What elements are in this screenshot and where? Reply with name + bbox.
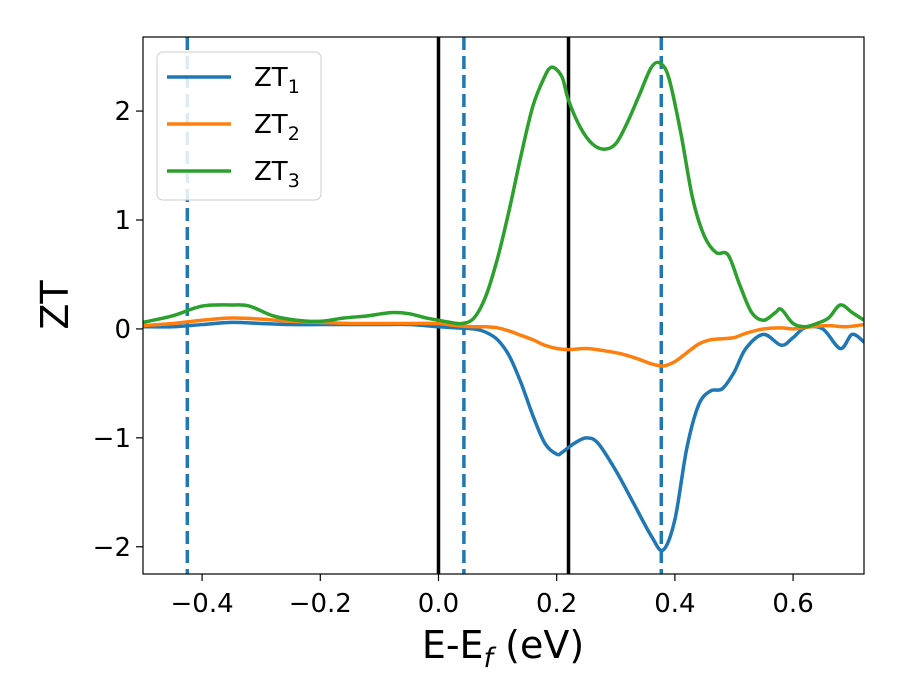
legend: ZT1 ZT2 ZT3 <box>156 51 322 201</box>
plot-frame <box>142 36 865 575</box>
y-tick-label: 1 <box>114 206 131 236</box>
x-tick-label: 0.2 <box>536 589 577 619</box>
y-axis-ticks: −2 −1 0 1 2 <box>93 97 143 563</box>
y-axis-label: ZT <box>33 280 77 330</box>
series-line-zt1 <box>143 320 864 553</box>
x-tick-label: 0.6 <box>772 589 813 619</box>
x-axis-label: E-Ef (eV) <box>422 623 584 674</box>
y-tick-label: −1 <box>93 424 131 454</box>
series-layer <box>143 60 864 553</box>
x-tick-label: −0.2 <box>289 589 352 619</box>
y-tick-label: 2 <box>114 97 131 127</box>
x-axis-ticks: −0.4 −0.2 0.0 0.2 0.4 0.6 <box>171 574 814 619</box>
legend-label-zt2: ZT2 <box>254 110 300 145</box>
y-tick-label: −2 <box>93 533 131 563</box>
x-tick-label: 0.0 <box>418 589 459 619</box>
series-line-zt3 <box>143 60 864 329</box>
legend-box <box>156 51 322 201</box>
legend-label-zt1: ZT1 <box>254 63 300 98</box>
x-tick-label: 0.4 <box>654 589 695 619</box>
x-tick-label: −0.4 <box>171 589 234 619</box>
y-tick-label: 0 <box>114 315 131 345</box>
legend-label-zt3: ZT3 <box>254 157 300 192</box>
vertical-markers <box>185 37 664 574</box>
series-line-zt2 <box>143 316 864 368</box>
